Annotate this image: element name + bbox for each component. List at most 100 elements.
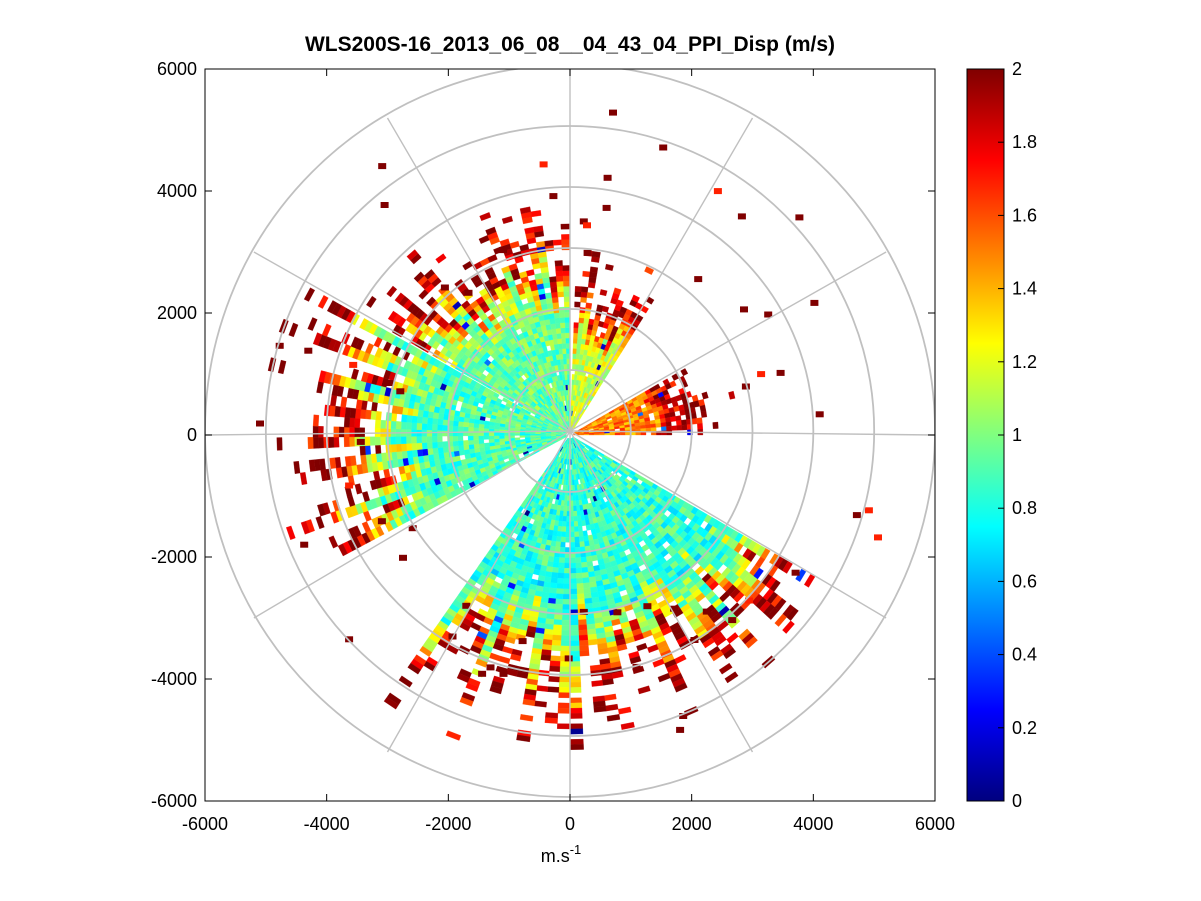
- data-cell: [544, 240, 554, 247]
- data-cell: [380, 436, 386, 446]
- data-cell: [421, 442, 428, 450]
- data-cell: [371, 401, 378, 412]
- data-cell: [550, 577, 558, 584]
- data-cell: [565, 536, 571, 543]
- data-cell: [562, 484, 566, 491]
- data-cell: [426, 423, 433, 431]
- data-cell: [458, 449, 465, 456]
- data-cell: [585, 302, 593, 309]
- data-cell: [546, 302, 554, 309]
- outlier-cell: [659, 144, 668, 151]
- outlier-cell: [440, 284, 449, 291]
- data-cell: [483, 442, 490, 448]
- x-tick-label: -6000: [182, 814, 228, 834]
- data-cell: [576, 510, 581, 517]
- data-cell: [576, 505, 581, 512]
- data-cell: [387, 310, 398, 322]
- data-cell: [569, 723, 583, 730]
- outlier-cell: [304, 347, 313, 354]
- y-tick-label: 4000: [157, 181, 197, 201]
- outlier-cell: [764, 311, 773, 318]
- azimuth-spoke: [253, 430, 571, 619]
- data-cell: [572, 358, 577, 365]
- data-cell: [574, 301, 581, 308]
- data-cell: [462, 260, 473, 271]
- data-cell: [574, 531, 580, 538]
- data-cell: [619, 432, 626, 436]
- data-cell: [286, 525, 296, 540]
- data-cell: [501, 397, 509, 403]
- y-tick-label: 6000: [157, 59, 197, 79]
- data-cell: [552, 629, 562, 636]
- data-cell: [437, 424, 443, 431]
- data-cell: [374, 419, 381, 429]
- y-tick-label: -4000: [151, 669, 197, 689]
- data-cell: [562, 604, 571, 610]
- data-cell: [369, 479, 378, 491]
- data-cell: [343, 436, 350, 448]
- data-cell: [426, 442, 433, 449]
- data-cell: [562, 348, 567, 355]
- data-cell: [411, 422, 418, 430]
- data-cell: [573, 521, 579, 527]
- data-cell: [575, 495, 579, 501]
- outlier-cell: [275, 342, 284, 349]
- data-cell: [561, 337, 567, 344]
- data-cell: [571, 479, 575, 486]
- data-cell: [599, 433, 605, 436]
- data-cell: [575, 557, 582, 564]
- data-cell: [565, 384, 569, 391]
- data-cell: [312, 414, 320, 427]
- data-cell: [546, 561, 554, 568]
- colorbar-tick-label: 1.8: [1012, 132, 1037, 152]
- data-cell: [591, 251, 601, 258]
- outlier-cell: [874, 534, 882, 541]
- data-cell: [300, 520, 311, 535]
- data-cell: [564, 322, 571, 328]
- data-cell: [361, 521, 371, 533]
- data-cell: [569, 687, 582, 693]
- data-cell: [557, 525, 563, 532]
- data-cell: [569, 640, 580, 647]
- data-cell: [560, 332, 566, 339]
- data-cell: [572, 343, 578, 349]
- data-cell: [395, 436, 402, 445]
- data-cell: [572, 500, 577, 507]
- outlier-cell: [464, 289, 473, 296]
- data-cell: [661, 426, 667, 432]
- data-cell: [318, 437, 324, 449]
- data-cell: [657, 672, 671, 683]
- data-cell: [631, 294, 640, 303]
- colorbar-tick-label: 0.8: [1012, 498, 1037, 518]
- data-cell: [468, 426, 474, 432]
- data-cell: [553, 619, 563, 626]
- data-cell: [578, 531, 584, 537]
- outlier-cell: [740, 306, 748, 313]
- data-cell: [555, 593, 564, 600]
- data-cell: [552, 333, 558, 340]
- data-cell: [572, 348, 577, 354]
- data-cell: [569, 619, 579, 626]
- colorbar-tick-label: 1.2: [1012, 352, 1037, 372]
- y-axis: 6000 4000 2000 0 -2000 -4000 -6000: [151, 59, 935, 811]
- data-cell: [559, 676, 571, 683]
- outlier-cell: [583, 222, 591, 229]
- data-cell: [498, 432, 505, 436]
- data-cell: [569, 728, 584, 735]
- data-cell: [509, 432, 515, 436]
- data-cell: [422, 448, 429, 456]
- data-cells: [256, 109, 882, 750]
- outlier-cell: [462, 602, 471, 609]
- data-cell: [629, 655, 642, 665]
- data-cell: [530, 210, 542, 218]
- data-cell: [644, 266, 655, 275]
- data-cell: [584, 597, 593, 605]
- outlier-cell: [728, 617, 737, 624]
- data-cell: [468, 448, 476, 454]
- outlier-cell: [478, 670, 487, 677]
- data-cell: [583, 535, 589, 542]
- data-cell: [489, 442, 495, 447]
- data-cell: [509, 240, 520, 249]
- data-cell: [436, 430, 443, 437]
- data-cell: [411, 436, 417, 444]
